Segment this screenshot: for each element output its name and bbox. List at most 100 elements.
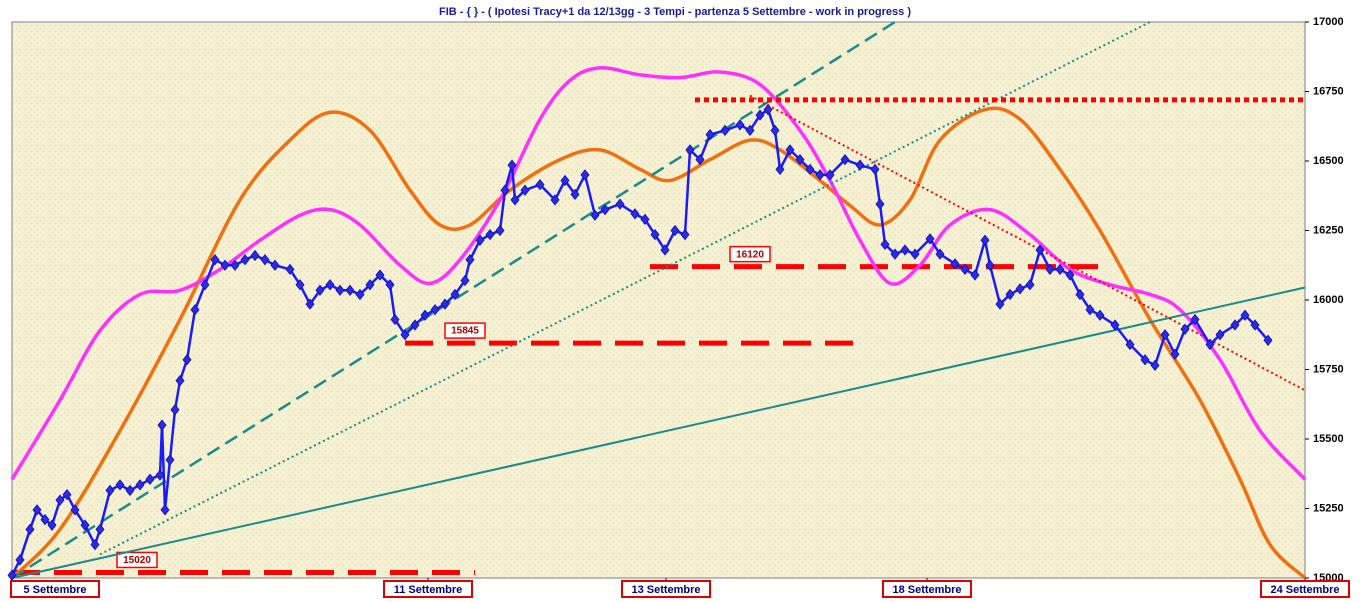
point-marker (880, 238, 890, 251)
point-marker (550, 194, 560, 206)
point-marker (62, 488, 72, 501)
point-marker (560, 174, 570, 187)
point-marker (685, 144, 695, 156)
point-marker (25, 523, 35, 535)
point-marker (7, 569, 17, 581)
point-marker (900, 244, 910, 256)
point-marker (735, 119, 745, 131)
point-marker (345, 284, 355, 296)
point-marker (460, 274, 470, 287)
point-marker (260, 254, 270, 266)
y-tick-label: 15750 (1313, 363, 1344, 375)
point-marker (47, 519, 57, 531)
point-marker (1125, 338, 1135, 351)
point-marker (720, 124, 730, 137)
point-marker (590, 209, 600, 221)
point-marker (630, 208, 640, 220)
point-marker (1065, 269, 1075, 281)
point-marker (1025, 279, 1035, 291)
series-line (11, 286, 1306, 579)
point-marker (980, 234, 990, 246)
point-marker (995, 298, 1005, 310)
x-tick-box (1260, 580, 1350, 598)
point-marker (365, 279, 375, 291)
x-tick-box (383, 580, 473, 598)
point-marker (785, 144, 795, 156)
y-tick-label: 16250 (1313, 224, 1344, 236)
point-marker (1055, 263, 1065, 276)
point-marker (1215, 329, 1225, 341)
point-marker (535, 178, 545, 191)
point-marker (145, 473, 155, 485)
series-line (10, 66, 1307, 481)
point-marker (165, 454, 175, 466)
point-marker (40, 513, 50, 526)
point-marker (670, 224, 680, 237)
point-marker (825, 169, 835, 181)
point-marker (385, 279, 395, 291)
x-tick-box (621, 580, 711, 598)
point-marker (1045, 263, 1055, 276)
x-tick-label: 13 Settembre (631, 584, 700, 596)
point-marker (507, 159, 517, 171)
point-marker (1263, 334, 1273, 346)
point-marker (325, 279, 335, 291)
point-marker (1160, 329, 1170, 341)
y-tick-label: 17000 (1313, 16, 1344, 28)
series-line (10, 106, 1307, 580)
point-marker (875, 198, 885, 210)
point-marker (250, 249, 260, 262)
point-marker (570, 188, 580, 201)
point-marker (1085, 304, 1095, 316)
point-marker (270, 259, 280, 271)
point-marker (485, 229, 495, 241)
point-marker (355, 288, 365, 301)
point-marker (495, 224, 505, 237)
point-marker (1110, 319, 1120, 331)
point-marker (815, 169, 825, 181)
y-tick-label: 16000 (1313, 294, 1344, 306)
point-marker (1205, 338, 1215, 351)
point-marker (465, 254, 475, 266)
point-marker (475, 234, 485, 246)
point-marker (1190, 313, 1200, 326)
x-tick-label: 24 Settembre (1270, 584, 1339, 596)
x-tick-box (882, 580, 972, 598)
y-tick-label: 15250 (1313, 502, 1344, 514)
point-marker (182, 354, 192, 366)
point-marker (840, 153, 850, 166)
level-box (444, 322, 486, 339)
level-label: 15845 (451, 326, 479, 337)
point-marker (390, 313, 400, 326)
point-marker (925, 233, 935, 245)
point-marker (770, 124, 780, 137)
point-marker (680, 229, 690, 241)
point-marker (600, 204, 610, 216)
point-marker (400, 329, 410, 341)
point-marker (985, 259, 995, 271)
level-box (729, 245, 771, 263)
point-marker (200, 279, 210, 291)
point-marker (950, 258, 960, 270)
point-marker (375, 269, 385, 281)
point-marker (240, 254, 250, 266)
point-marker (410, 319, 420, 331)
point-marker (970, 269, 980, 281)
point-marker (500, 184, 510, 196)
point-marker (763, 103, 773, 116)
point-marker (1140, 354, 1150, 366)
point-marker (220, 259, 230, 271)
series-line (99, 21, 1151, 556)
point-marker (32, 504, 42, 516)
point-marker (1170, 348, 1180, 360)
y-tick-label: 16750 (1313, 85, 1344, 97)
point-marker (520, 184, 530, 196)
point-marker (745, 124, 755, 137)
point-marker (960, 263, 970, 276)
point-marker (335, 284, 345, 296)
point-marker (650, 229, 660, 241)
x-tick-label: 18 Settembre (892, 584, 961, 596)
point-marker (775, 163, 785, 175)
point-marker (305, 298, 315, 310)
